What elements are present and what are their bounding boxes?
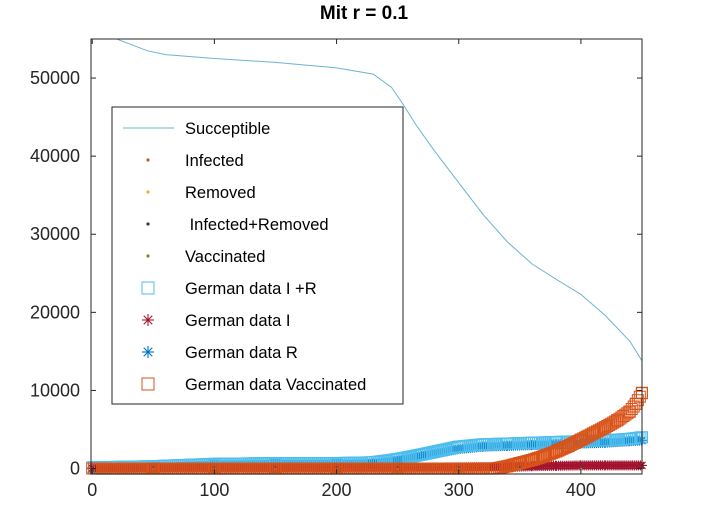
data-point — [558, 441, 571, 454]
y-tick-label: 30000 — [30, 224, 80, 244]
axes-layer: 0 100 200 300 400 0 10000 20000 30000 40000 50000 — [30, 38, 643, 500]
data-point — [152, 467, 155, 470]
legend-label: German data I — [185, 312, 290, 330]
y-tick-label: 40000 — [30, 146, 80, 166]
legend-box — [111, 106, 404, 405]
legend-marker — [141, 281, 155, 295]
legend-marker — [142, 346, 154, 358]
data-point — [627, 400, 640, 413]
legend-marker — [146, 254, 150, 258]
y-tick-label: 50000 — [30, 68, 80, 88]
data-point — [631, 394, 644, 407]
legend: Succeptible Infected Removed Infected+Remo… — [111, 106, 404, 405]
data-point — [633, 390, 646, 403]
series-layer — [86, 38, 648, 475]
data-point — [535, 450, 548, 463]
x-tick-label: 100 — [199, 480, 229, 500]
x-tick-label: 0 — [87, 480, 97, 500]
legend-label: Infected — [185, 152, 244, 170]
axes-box — [90, 38, 643, 475]
legend-marker — [146, 190, 150, 194]
legend-item-vaccinated: Vaccinated — [146, 248, 265, 266]
data-point — [546, 447, 559, 460]
legend-item-removed: Removed — [146, 184, 256, 202]
y-tick-label: 10000 — [30, 380, 80, 400]
legend-label: German data R — [185, 344, 298, 362]
data-point — [396, 467, 399, 470]
data-point — [274, 467, 277, 470]
data-point — [621, 407, 634, 420]
legend-item-succeptible: Succeptible — [123, 120, 270, 138]
legend-label: German data Vaccinated — [185, 376, 366, 394]
legend-label: Succeptible — [185, 120, 270, 138]
legend-marker — [141, 377, 155, 391]
legend-label: Infected+Removed — [185, 216, 329, 234]
legend-item-german-data-i-r: German data I +R — [141, 280, 317, 298]
series-succeptible — [92, 38, 643, 362]
chart-title: Mit r = 0.1 — [320, 3, 409, 24]
data-point — [518, 467, 521, 470]
legend-marker — [146, 222, 150, 226]
legend-marker — [142, 314, 154, 326]
x-tick-label: 400 — [566, 480, 596, 500]
legend-item-infected: Infected — [146, 152, 244, 170]
legend-item-german-data-i: German data I — [142, 312, 290, 330]
legend-item-infected-removed: Infected+Removed — [146, 216, 329, 234]
data-point — [548, 446, 561, 459]
x-tick-label: 300 — [444, 480, 474, 500]
x-tick-label: 200 — [322, 480, 352, 500]
y-tick-label: 0 — [70, 459, 80, 479]
data-point — [533, 451, 546, 464]
legend-marker — [146, 158, 150, 162]
legend-item-german-data-vaccinated: German data Vaccinated — [141, 376, 366, 394]
y-tick-label: 20000 — [30, 302, 80, 322]
legend-label: German data I +R — [185, 280, 317, 298]
legend-item-german-data-r: German data R — [142, 344, 298, 362]
legend-label: Removed — [185, 184, 256, 202]
legend-label: Vaccinated — [185, 248, 265, 266]
series-line — [92, 38, 643, 362]
